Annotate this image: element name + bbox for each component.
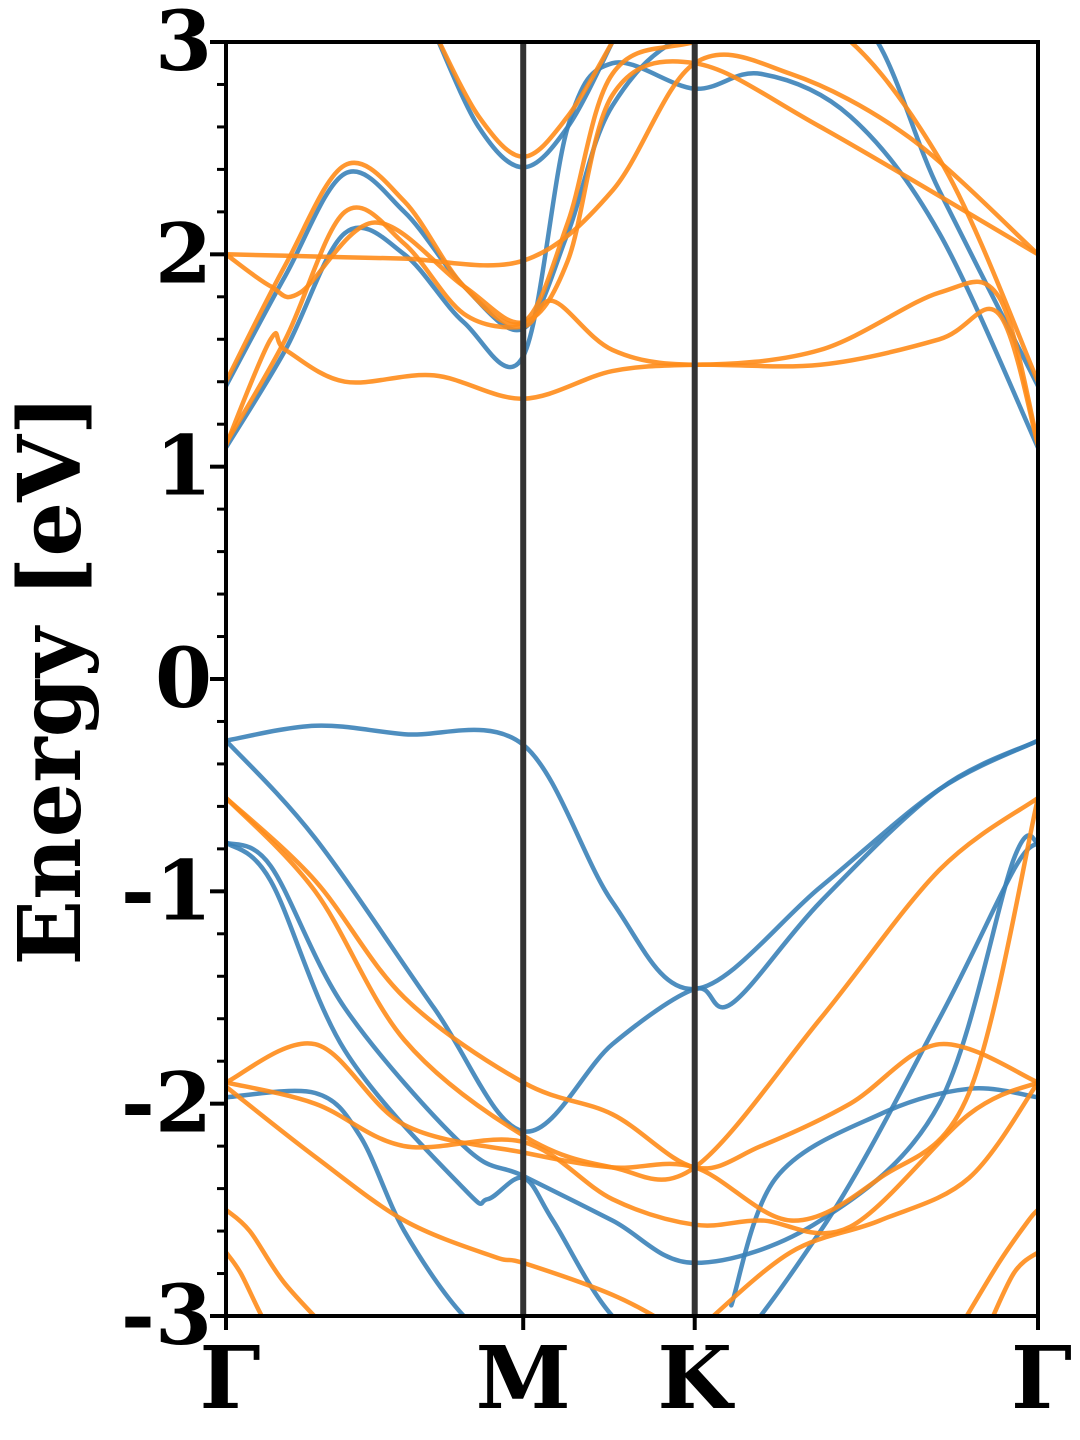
y-tick-label: 0 [155,631,212,727]
y-tick-label: 1 [155,419,212,515]
y-axis-label: Energy [eV] [0,395,101,966]
x-tick-label: Γ [199,1328,260,1429]
band-line-20 [226,1084,659,1316]
band-line-13 [226,42,1038,384]
y-tick-label: -1 [121,843,212,939]
bands [226,42,1038,1316]
y-axis: -3 -2 -1 0 1 2 3 [121,0,226,1364]
band-line-12 [226,205,1038,446]
band-line-5 [226,1088,468,1316]
y-tick-label: -3 [121,1268,212,1364]
band-line-23 [226,1250,265,1316]
y-tick-label: 3 [155,0,212,90]
band-line-16 [226,795,1038,1171]
band-line-2 [226,738,1038,1134]
band-line-25 [990,1250,1038,1316]
band-line-22 [226,1207,318,1316]
x-tick-label: Γ [1011,1328,1072,1429]
band-line-6 [729,1086,1038,1308]
band-line-24 [964,1207,1038,1316]
band-line-18 [226,795,1038,1223]
band-line-10 [226,52,1038,268]
x-tick-label: M [476,1328,571,1429]
band-line-14 [226,306,1038,448]
y-tick-label: -2 [121,1056,212,1152]
x-tick-label: K [657,1328,735,1429]
band-line-1 [226,723,1038,992]
band-line-3 [226,833,1038,1266]
band-line-11 [226,59,1038,325]
y-tick-label: 2 [155,206,212,302]
band-line-19 [226,1080,1038,1236]
high-symmetry-dividers [520,42,698,1316]
band-line-21 [710,1080,1038,1316]
band-line-4 [226,840,1038,1316]
